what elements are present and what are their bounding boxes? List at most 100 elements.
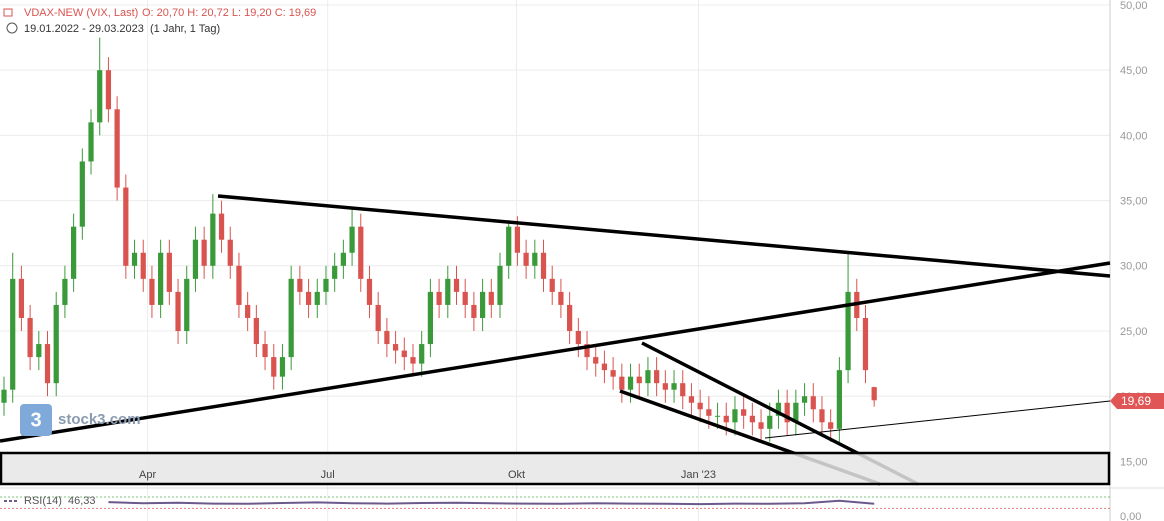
x-tick-label: Jan '23 [681, 469, 716, 481]
candle-body [567, 304, 573, 332]
logo-icon [20, 404, 52, 436]
candle-body [758, 422, 764, 429]
y-tick-label: 40,00 [1120, 130, 1148, 142]
candle-body [410, 357, 416, 364]
candle-body [775, 402, 782, 416]
candle-body [366, 278, 373, 305]
candle-body [688, 396, 695, 403]
last-price-box [1110, 393, 1164, 409]
candle-body [593, 357, 599, 364]
candle-body [131, 252, 138, 266]
candle-body [384, 331, 390, 345]
candle-body [680, 383, 686, 397]
candle-body [314, 291, 320, 305]
candle-body [149, 278, 155, 305]
x-tick-label: Jul [321, 469, 335, 481]
candle-body [297, 278, 303, 292]
candle-body [105, 70, 112, 110]
candle-body [88, 122, 94, 162]
candle-body [97, 70, 103, 123]
candle-body [271, 357, 277, 377]
candle-body [601, 363, 608, 371]
candle-body [627, 376, 634, 390]
candle-body [158, 252, 164, 305]
clock-icon [6, 22, 18, 34]
trend-line [217, 194, 1111, 278]
candle-body [479, 291, 486, 318]
candle-body [862, 317, 869, 371]
last-price-label: 19,69 [1121, 394, 1151, 408]
candle-body [749, 415, 755, 423]
candle-body [392, 344, 399, 351]
candle-body [836, 370, 842, 429]
candle-body [218, 213, 225, 240]
candle-body [462, 291, 468, 305]
candle-body [819, 409, 825, 423]
zone-box [0, 451, 1111, 486]
candle-body [471, 304, 477, 318]
candle-body [514, 226, 521, 253]
candle-body [636, 376, 642, 384]
candle-body [79, 161, 85, 227]
candle-body [714, 415, 721, 417]
x-tick-label: Okt [508, 469, 525, 481]
candle-body [436, 291, 442, 305]
instrument-icon [3, 8, 13, 17]
candle-body [184, 278, 190, 332]
candle-body [488, 291, 494, 305]
x-tick-label: Apr [139, 469, 156, 481]
candle-body [497, 265, 503, 305]
candle-body [741, 409, 747, 416]
candle-body [349, 226, 355, 253]
candle-body [845, 291, 851, 371]
trend-line [764, 400, 1111, 439]
candle-body [227, 239, 233, 266]
candle-body [645, 370, 651, 384]
instrument: VDAX-NEW (VIX, Last) [24, 7, 138, 19]
candle-body [784, 402, 790, 423]
candle-body [558, 291, 564, 305]
candle-body [245, 304, 251, 318]
candle-body [332, 265, 338, 279]
logo-glyph: 3 [30, 409, 41, 431]
y-tick-label: 15,00 [1120, 456, 1148, 468]
candle-body [323, 278, 329, 292]
candle-body [18, 278, 25, 318]
date-range: 19.01.2022 - 29.03.2023 [24, 23, 144, 35]
y-tick-label: 50,00 [1120, 0, 1148, 12]
rsi-tick-label: 0,00 [1120, 511, 1141, 521]
candle-body [192, 239, 199, 279]
logo-text: stock3.com [58, 411, 141, 428]
candle-body [871, 387, 877, 401]
rsi-last: 46,33 [68, 495, 96, 507]
candle-body [175, 291, 181, 332]
candle-body [288, 278, 294, 358]
candle-body [236, 265, 242, 305]
candle-body [71, 226, 77, 279]
candle-body [453, 278, 460, 292]
rsi-name: RSI(14) [24, 495, 62, 507]
candle-body [801, 396, 808, 403]
candle-body [53, 304, 59, 384]
candle-body [662, 383, 668, 390]
candle-body [767, 415, 773, 429]
candle-body [506, 226, 512, 266]
candle-body [523, 252, 529, 266]
candle-body [44, 344, 51, 384]
candle-body [201, 239, 207, 266]
candle-body [549, 278, 555, 292]
candle-body [706, 409, 712, 416]
candle-body [619, 376, 625, 390]
candle-body [723, 415, 729, 423]
candle-body [262, 344, 268, 358]
candle-body [575, 331, 581, 345]
period: (1 Jahr, 1 Tag) [150, 23, 220, 35]
candle-body [532, 252, 538, 266]
candle-body [114, 109, 120, 188]
candle-body [427, 291, 434, 345]
y-tick-label: 25,00 [1120, 326, 1148, 338]
trend-line [0, 261, 1111, 443]
ohlc: O: 20,70 H: 20,72 L: 19,20 C: 19,69 [142, 7, 316, 19]
candle-body [358, 226, 364, 279]
